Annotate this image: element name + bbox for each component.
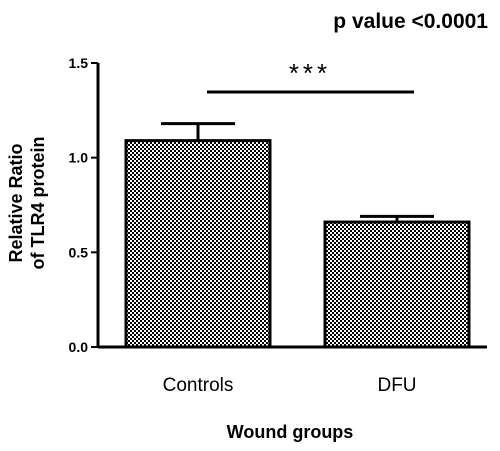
p-value-annotation: p value <0.0001 [333,10,488,33]
significance-stars: *** [289,58,331,88]
x-tick-label: Controls [163,375,234,396]
bar-controls [124,139,272,349]
y-tick-label: 1.0 [69,150,89,166]
y-axis-label-line-1: Relative Ratio [6,143,26,262]
y-tick-label: 0.0 [69,339,89,355]
y-tick-label: 1.5 [69,55,89,71]
x-axis-label: Wound groups [227,422,354,442]
x-tick-label: DFU [377,375,416,396]
x-tick-labels: Controls DFU [163,375,417,396]
y-axis-label-line-2: of TLR4 protein [28,137,48,270]
bars [124,139,471,349]
y-tick-label: 0.5 [69,244,89,260]
y-ticks: 0.0 0.5 1.0 1.5 [69,55,98,355]
error-bars [161,122,434,223]
bar-dfu [323,220,471,349]
